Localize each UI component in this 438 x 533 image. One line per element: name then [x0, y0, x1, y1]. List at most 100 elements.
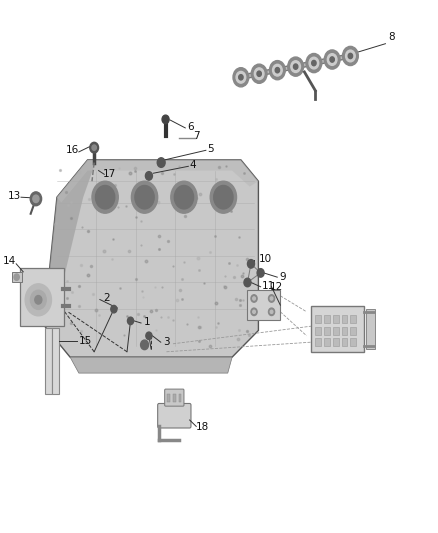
- Circle shape: [269, 61, 285, 80]
- Circle shape: [145, 172, 152, 180]
- Circle shape: [146, 332, 152, 340]
- Bar: [333, 338, 339, 346]
- Circle shape: [254, 68, 264, 79]
- Text: 7: 7: [193, 131, 200, 141]
- Circle shape: [324, 50, 340, 69]
- Text: 15: 15: [79, 336, 92, 346]
- Text: 6: 6: [187, 122, 194, 132]
- Bar: [350, 338, 356, 346]
- Text: 2: 2: [103, 294, 110, 303]
- Bar: [342, 315, 347, 323]
- Polygon shape: [44, 160, 258, 357]
- Circle shape: [270, 297, 273, 300]
- Circle shape: [348, 53, 353, 59]
- Circle shape: [90, 142, 99, 153]
- Circle shape: [251, 64, 267, 83]
- Text: 11: 11: [262, 281, 275, 291]
- Circle shape: [270, 310, 273, 313]
- Text: 12: 12: [269, 282, 283, 292]
- Bar: [167, 394, 170, 402]
- Circle shape: [35, 295, 42, 304]
- Polygon shape: [57, 160, 258, 203]
- Circle shape: [30, 290, 46, 309]
- Circle shape: [251, 308, 257, 316]
- Circle shape: [309, 57, 319, 69]
- Circle shape: [253, 297, 255, 300]
- Bar: [324, 315, 330, 323]
- Bar: [179, 394, 181, 402]
- Circle shape: [236, 71, 246, 83]
- Text: 10: 10: [258, 254, 272, 263]
- Circle shape: [111, 305, 117, 313]
- Bar: [45, 328, 52, 394]
- Circle shape: [257, 269, 264, 277]
- Bar: [333, 315, 339, 323]
- Text: 8: 8: [389, 33, 396, 42]
- Bar: [350, 315, 356, 323]
- Circle shape: [343, 46, 358, 66]
- Circle shape: [306, 53, 322, 72]
- Circle shape: [293, 64, 298, 69]
- Bar: [315, 315, 321, 323]
- Circle shape: [275, 68, 279, 73]
- Circle shape: [239, 75, 243, 80]
- Polygon shape: [44, 160, 96, 325]
- Circle shape: [131, 181, 158, 213]
- Circle shape: [346, 50, 355, 62]
- Circle shape: [171, 181, 197, 213]
- Bar: [342, 338, 347, 346]
- Circle shape: [30, 192, 42, 206]
- Circle shape: [257, 71, 261, 76]
- Circle shape: [268, 295, 275, 302]
- FancyBboxPatch shape: [20, 268, 64, 326]
- Circle shape: [233, 68, 249, 87]
- Circle shape: [127, 317, 134, 325]
- Bar: [342, 327, 347, 335]
- Circle shape: [330, 57, 334, 62]
- Bar: [324, 327, 330, 335]
- Circle shape: [157, 158, 165, 167]
- Circle shape: [210, 181, 237, 213]
- Circle shape: [272, 64, 282, 76]
- Polygon shape: [70, 357, 232, 373]
- FancyBboxPatch shape: [165, 389, 184, 406]
- Circle shape: [33, 195, 39, 203]
- Circle shape: [244, 278, 251, 287]
- Text: 13: 13: [7, 191, 21, 201]
- Bar: [333, 327, 339, 335]
- Circle shape: [92, 145, 96, 150]
- Text: 9: 9: [279, 272, 286, 282]
- Text: 3: 3: [163, 337, 170, 347]
- Circle shape: [312, 60, 316, 66]
- Circle shape: [251, 295, 257, 302]
- Circle shape: [174, 185, 194, 209]
- Circle shape: [141, 340, 148, 350]
- Text: 17: 17: [103, 169, 116, 179]
- Circle shape: [268, 308, 275, 316]
- Text: 5: 5: [207, 144, 214, 154]
- Circle shape: [14, 274, 19, 280]
- Bar: [350, 327, 356, 335]
- Circle shape: [92, 181, 118, 213]
- Bar: [173, 394, 176, 402]
- Circle shape: [253, 310, 255, 313]
- Circle shape: [162, 115, 169, 124]
- Circle shape: [288, 57, 304, 76]
- Bar: [366, 309, 375, 349]
- Bar: [324, 338, 330, 346]
- Circle shape: [25, 284, 51, 316]
- FancyBboxPatch shape: [158, 403, 191, 428]
- Circle shape: [135, 185, 154, 209]
- FancyBboxPatch shape: [311, 306, 364, 352]
- Bar: [315, 338, 321, 346]
- FancyBboxPatch shape: [247, 290, 280, 320]
- Text: 14: 14: [3, 256, 16, 266]
- FancyBboxPatch shape: [12, 272, 22, 282]
- Circle shape: [327, 54, 337, 66]
- Bar: [52, 328, 59, 394]
- Circle shape: [291, 61, 300, 72]
- Circle shape: [247, 260, 254, 268]
- Circle shape: [95, 185, 115, 209]
- Bar: [315, 327, 321, 335]
- Text: 4: 4: [189, 160, 196, 170]
